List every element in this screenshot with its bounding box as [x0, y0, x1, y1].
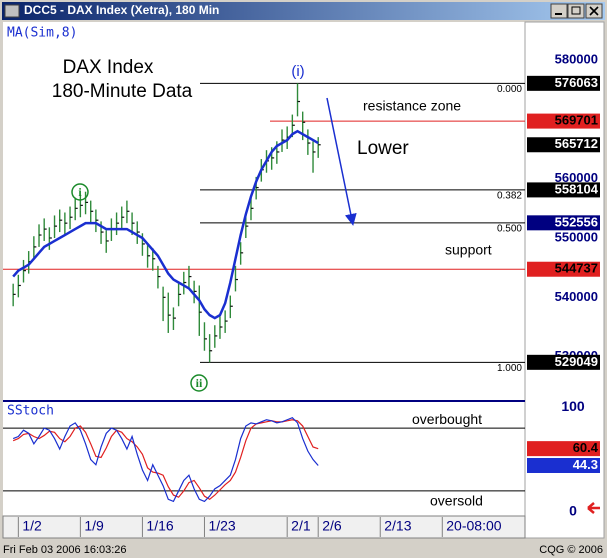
stoch-value: 60.4: [573, 440, 599, 455]
fib-value-box: [527, 215, 600, 231]
heading: DAX Index: [63, 57, 154, 78]
fib-label: 0.000: [497, 84, 522, 95]
fib-value-box: [527, 182, 600, 198]
stoch-line: [12, 416, 319, 503]
x-tick-label: 2/13: [384, 518, 411, 534]
last-price-box: [527, 137, 600, 153]
x-tick-label: 20-08:00: [446, 518, 501, 534]
fib-label: 0.382: [497, 191, 522, 202]
wave-label: ii: [196, 376, 203, 390]
stoch-value-box: [527, 457, 600, 473]
wave-label: i: [78, 185, 82, 199]
x-tick-label: 2/1: [291, 518, 311, 534]
x-tick-label: 1/9: [84, 518, 104, 534]
window-title: DCC5 - DAX Index (Xetra), 180 Min: [24, 3, 219, 17]
window-buttons[interactable]: [550, 3, 603, 19]
arrow: [326, 97, 357, 226]
minimize-button[interactable]: [550, 3, 568, 19]
fib-label: 0.500: [497, 223, 522, 234]
fib-value-box: [527, 354, 600, 370]
status-copyright: CQG © 2006: [539, 544, 603, 556]
wave-circle: [190, 374, 208, 392]
fib-value-box: [527, 75, 600, 91]
oversold-label: oversold: [430, 493, 483, 509]
fib-value: 576063: [555, 75, 598, 90]
scroll-arrow[interactable]: [587, 502, 600, 514]
y-tick-label: 550000: [555, 229, 598, 244]
level-value-box: [527, 261, 600, 277]
status-time: Fri Feb 03 2006 16:03:26: [3, 544, 127, 556]
indicator-label: MA(Sim,8): [7, 26, 77, 41]
stoch-tick-label: 100: [561, 398, 585, 414]
stoch-line: [12, 419, 319, 501]
stoch-value: 44.3: [573, 457, 598, 472]
last-price: 565712: [555, 136, 598, 151]
x-tick-label: 2/6: [322, 518, 342, 534]
plot: 5300005400005500005600005700005800000.00…: [3, 51, 600, 537]
wave-label: (i): [291, 63, 304, 80]
title-bar: [2, 2, 605, 20]
stoch-value-box: [527, 441, 600, 457]
x-tick-label: 1/23: [208, 518, 235, 534]
x-tick-label: 1/2: [22, 518, 42, 534]
heading: 180-Minute Data: [52, 81, 193, 102]
y-tick-label: 540000: [555, 289, 598, 304]
level-value: 569701: [555, 113, 598, 128]
chart-area: [3, 22, 604, 538]
y-tick-label: 560000: [555, 170, 598, 185]
moving-average: [12, 129, 319, 320]
level-value: 544737: [555, 261, 598, 276]
annotation: Lower: [357, 138, 409, 159]
status-bar: [0, 540, 607, 558]
annotation: support: [445, 242, 492, 258]
fib-value: 558104: [555, 181, 599, 196]
y-tick-label: 580000: [555, 51, 598, 66]
stoch-label: SStoch: [7, 404, 54, 419]
x-tick-label: 1/16: [146, 518, 173, 534]
fib-value: 552556: [555, 214, 598, 229]
overbought-label: overbought: [412, 411, 482, 427]
wave-circle: [71, 183, 89, 201]
app-icon: [4, 4, 20, 18]
maximize-button[interactable]: [567, 3, 585, 19]
stoch-tick-label: 0: [569, 503, 577, 519]
fib-label: 1.000: [497, 363, 522, 374]
annotation: resistance zone: [363, 98, 461, 114]
date-axis: [2, 515, 526, 539]
level-value-box: [527, 113, 600, 129]
fib-value: 529049: [555, 354, 598, 369]
